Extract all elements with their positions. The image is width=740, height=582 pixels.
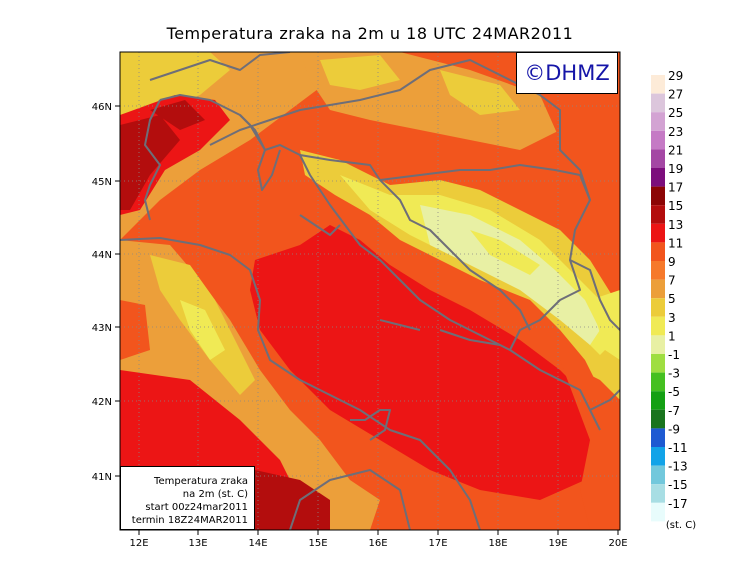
colorbar-label: -13 xyxy=(668,460,688,474)
colorbar-label: 19 xyxy=(668,162,683,176)
lat-labels: 46N 45N 44N 43N 42N 41N xyxy=(92,102,112,483)
colorbar-label: -9 xyxy=(668,422,680,436)
colorbar-unit: (st. C) xyxy=(666,520,696,531)
lat-label: 41N xyxy=(92,472,112,483)
colorbar-label: 29 xyxy=(668,69,683,83)
colorbar-swatch xyxy=(651,484,665,503)
lat-label: 44N xyxy=(92,250,112,261)
colorbar-label: -17 xyxy=(668,497,688,511)
colorbar-label: -11 xyxy=(668,441,688,455)
map-frame xyxy=(119,51,621,531)
lat-label: 46N xyxy=(92,102,112,113)
colorbar-swatch xyxy=(651,335,665,354)
colorbar-swatch xyxy=(651,354,665,373)
lat-label: 43N xyxy=(92,323,112,334)
colorbar-swatch xyxy=(651,372,665,392)
colorbar-swatch xyxy=(651,391,665,410)
coastlines-borders xyxy=(120,52,620,530)
colorbar-swatch xyxy=(651,428,665,447)
lon-label: 18E xyxy=(488,538,507,549)
grid-lines xyxy=(120,52,620,530)
colorbar-swatch xyxy=(651,409,665,429)
colorbar-swatch xyxy=(651,205,665,224)
colorbar-swatch xyxy=(651,93,665,113)
colorbar-label: -5 xyxy=(668,385,680,399)
colorbar-label: 13 xyxy=(668,218,683,232)
lon-label: 19E xyxy=(548,538,567,549)
colorbar-swatch xyxy=(651,168,665,187)
lon-label: 14E xyxy=(248,538,267,549)
lat-label: 42N xyxy=(92,397,112,408)
colorbar-label: 17 xyxy=(668,181,683,195)
colorbar-label: -15 xyxy=(668,478,688,492)
colorbar-label: 9 xyxy=(668,255,676,269)
colorbar-label: 5 xyxy=(668,292,676,306)
info-line: start 00z24mar2011 xyxy=(145,502,248,513)
lon-label: 12E xyxy=(129,538,148,549)
colorbar-swatch xyxy=(651,279,665,299)
lon-label: 20E xyxy=(608,538,627,549)
map-title: Temperatura zraka na 2m u 18 UTC 24MAR20… xyxy=(166,24,574,43)
colorbar-swatch xyxy=(651,298,665,317)
colorbar-label: -1 xyxy=(668,348,680,362)
dhmz-logo: ©DHMZ xyxy=(516,52,618,94)
lat-label: 45N xyxy=(92,177,112,188)
colorbar-label: 1 xyxy=(668,329,676,343)
colorbar-swatch xyxy=(651,242,665,261)
colorbar-swatch xyxy=(651,261,665,280)
info-line: na 2m (st. C) xyxy=(182,489,248,500)
temperature-field xyxy=(120,52,620,530)
colorbar-swatch xyxy=(651,75,665,94)
lon-labels: 12E 13E 14E 15E 16E 17E 18E 19E 20E xyxy=(129,538,627,549)
colorbar-label: 21 xyxy=(668,143,683,157)
axis-ticks xyxy=(115,105,619,535)
colorbar-label: 11 xyxy=(668,236,683,250)
colorbar-swatch xyxy=(651,130,665,150)
colorbar-swatch xyxy=(651,502,665,522)
colorbar-swatch xyxy=(651,186,665,206)
colorbar-label: -3 xyxy=(668,367,680,381)
colorbar-swatch xyxy=(651,223,665,243)
colorbar-label: 7 xyxy=(668,274,676,288)
colorbar-swatch xyxy=(651,465,665,485)
colorbar-swatch xyxy=(651,447,665,466)
colorbar-label: 25 xyxy=(668,106,683,120)
lon-label: 17E xyxy=(428,538,447,549)
lon-label: 16E xyxy=(368,538,387,549)
colorbar-swatch xyxy=(651,112,665,131)
colorbar: 29 27 25 23 21 19 17 15 13 11 9 7 5 3 1 -1 -3 -5 -7 -9 -11 -1… xyxy=(651,69,688,522)
colorbar-swatch xyxy=(651,149,665,168)
colorbar-swatch xyxy=(651,316,665,336)
info-box: Temperatura zraka na 2m (st. C) start 00… xyxy=(120,466,255,530)
lon-label: 15E xyxy=(308,538,327,549)
colorbar-label: 15 xyxy=(668,199,683,213)
info-line: termin 18Z24MAR2011 xyxy=(131,515,248,526)
colorbar-label: 27 xyxy=(668,88,683,102)
info-line: Temperatura zraka xyxy=(154,476,248,487)
colorbar-label: 3 xyxy=(668,311,676,325)
colorbar-label: -7 xyxy=(668,404,680,418)
colorbar-label: 23 xyxy=(668,125,683,139)
lon-label: 13E xyxy=(188,538,207,549)
